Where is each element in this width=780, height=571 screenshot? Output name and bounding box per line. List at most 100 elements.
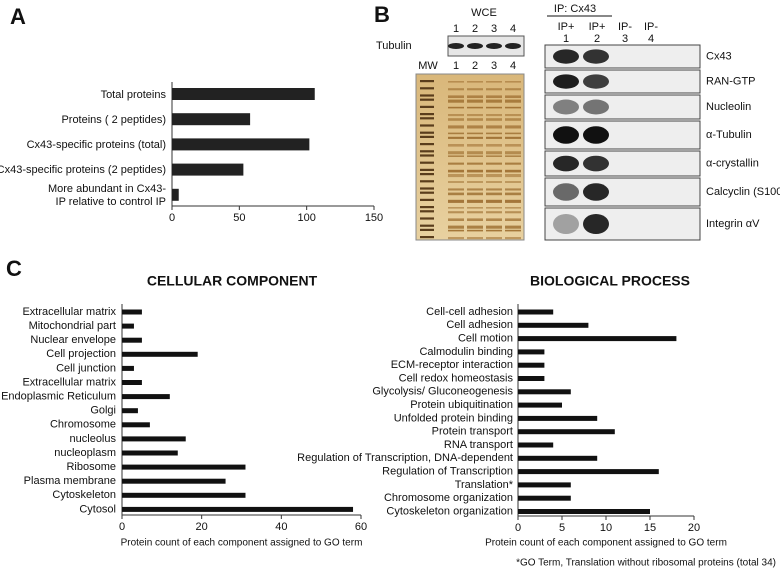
gel-band [420,154,434,157]
y-tick-label: Chromosome organization [384,492,513,504]
blot-label: IP+ [558,21,575,33]
gel-band [448,114,464,117]
bar [518,429,615,435]
y-tick-label: Regulation of Transcription [382,466,513,478]
gel-band [467,144,483,147]
gel-band [486,211,502,214]
y-tick-label: Cell junction [56,362,116,374]
gel-band [420,94,434,97]
gel-band [486,125,502,129]
gel-band [486,181,502,183]
gel-band [505,169,521,173]
gel-band [448,88,464,91]
bar [518,495,571,501]
gel-band [420,191,434,194]
bar [122,323,134,329]
blot-label: IP- [618,21,632,33]
bar [518,309,554,315]
y-tick-label: Unfolded protein binding [394,412,513,424]
gel-band [505,151,521,155]
gel-band [467,99,483,103]
gel-band [448,144,464,147]
blot-band [553,155,579,172]
gel-band [486,99,502,103]
gel-band [420,150,434,153]
blot-label: IP: Cx43 [554,3,596,15]
gel-band [505,99,521,103]
gel-band [420,131,434,134]
blot-label: 4 [510,60,516,72]
x-tick-label: 0 [119,521,125,533]
x-tick-label: 15 [644,522,656,534]
bar [518,415,598,421]
gel-band [486,88,502,91]
y-tick-label-box: Cx43-specific proteins (2 peptides) [0,164,166,176]
bar [518,402,562,408]
gel-band [448,181,464,183]
gel-band [505,118,521,121]
blot-band [553,183,579,201]
y-tick-label-box: Total proteins [100,88,166,101]
blot-band [553,74,579,89]
bar [518,469,659,475]
gel-band [505,81,521,83]
y-tick-label: Cell projection [46,348,116,360]
gel-band [448,229,464,232]
y-tick-label: Translation* [455,479,514,491]
gel-band [467,81,483,83]
y-tick-label: Extracellular matrix [22,376,116,388]
x-axis-label: Protein count of each component assigned… [485,538,727,549]
x-tick-label: 20 [196,521,208,533]
gel-band [420,105,434,108]
gel-band [467,188,483,191]
blot-band [583,183,609,201]
gel-band [448,99,464,103]
blot-band [583,49,609,64]
gel-band [486,95,502,98]
gel-band [486,114,502,117]
y-tick-label: More abundant in Cx43-IP relative to con… [47,182,166,208]
bar [518,349,545,355]
y-tick-label: Ribosome [66,461,116,473]
blot-label: 1 [563,33,569,45]
y-tick-label: Total proteins [100,88,166,101]
y-tick-label: Plasma membrane [24,475,116,487]
gel-band [420,228,434,231]
gel-band [505,95,521,98]
gel-band [486,136,502,139]
y-tick-label: Cell motion [458,333,513,345]
gel-band [448,237,464,240]
y-tick-label-box: Cx43-specific proteins (total) [27,139,166,151]
gel-band [448,192,464,196]
blot-label: 1 [453,23,459,35]
y-tick-label: Golgi [90,405,116,417]
gel-band [467,211,483,214]
gel-band [420,210,434,213]
gel-band [420,173,434,176]
gel-band [467,132,483,135]
bar [122,478,226,484]
gel-band [486,144,502,147]
y-tick-label: Protein ubiquitination [410,399,513,411]
blot-band [583,155,609,172]
y-tick-label-box: Proteins ( 2 peptides) [61,114,166,126]
x-tick-label: 50 [233,212,245,224]
x-tick-label: 5 [559,522,565,534]
gel-band [448,174,464,178]
gel-band [486,169,502,173]
gel-band [505,125,521,129]
gel-band [486,199,502,203]
y-tick-label: Extracellular matrix [22,306,116,318]
x-axis-label: Protein count of each component assigned… [121,538,363,549]
bar [518,376,545,381]
gel-band [467,88,483,91]
blot-label: 3 [491,23,497,35]
gel-band [467,136,483,139]
gel-band [486,237,502,240]
gel-band [486,218,502,221]
blot-label: 3 [622,33,628,45]
blot-band [583,74,609,89]
gel-band [448,125,464,129]
gel-band [467,181,483,183]
gel-band [448,162,464,165]
